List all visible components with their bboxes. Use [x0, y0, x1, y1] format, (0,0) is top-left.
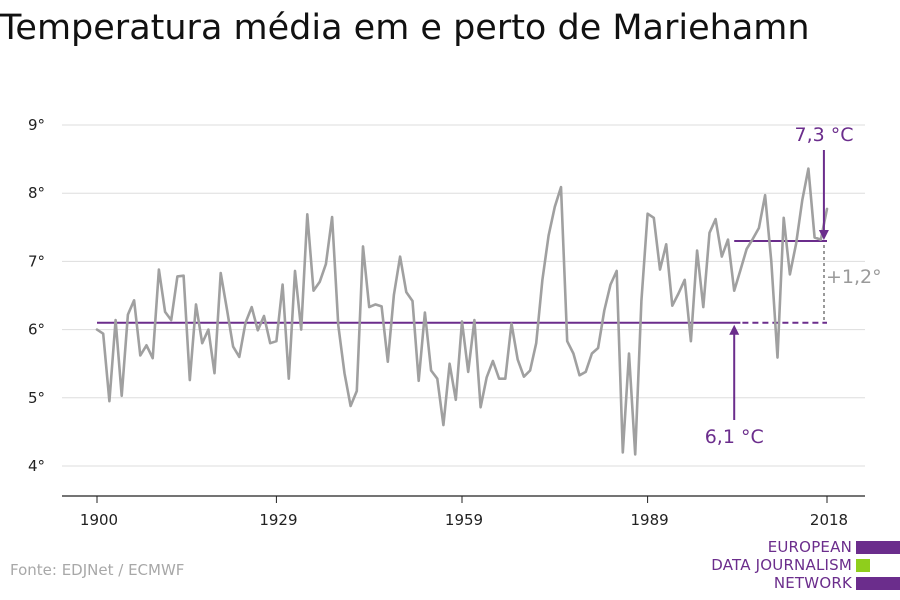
y-tick-label: 4° [28, 457, 45, 475]
x-tick-label: 1959 [445, 511, 483, 529]
y-tick-label: 9° [28, 116, 45, 134]
edjnet-logo: EUROPEAN DATA JOURNALISM NETWORK [700, 538, 900, 598]
x-tick-label: 1900 [80, 511, 118, 529]
logo-bar-purple-bottom [856, 577, 900, 590]
y-tick-label: 6° [28, 321, 45, 339]
x-tick-label: 2018 [810, 511, 848, 529]
logo-line-3: NETWORK [773, 574, 852, 592]
y-tick-label: 5° [28, 389, 45, 407]
source-note: Fonte: EDJNet / ECMWF [10, 561, 185, 579]
axes: 1900 1929 1959 1989 2018 [62, 495, 865, 529]
logo-bar-green [856, 559, 870, 572]
logo-line-1: EUROPEAN [767, 538, 852, 556]
grid-lines: 4° 5° 6° 7° 8° 9° [28, 116, 865, 475]
reference-lines [97, 239, 827, 324]
annotations: 7,3 °C 6,1 °C +1,2° [705, 124, 882, 448]
chart-title: Temperatura média em e perto de Marieham… [0, 8, 810, 48]
series-layer [95, 167, 829, 456]
temperature-series-line [95, 167, 829, 456]
logo-bar-purple-top [856, 541, 900, 554]
logo-line-2: DATA JOURNALISM [711, 556, 852, 574]
y-tick-label: 8° [28, 184, 45, 202]
baseline-mean-arrow-head [729, 324, 740, 335]
x-tick-label: 1989 [630, 511, 668, 529]
recent-mean-label: 7,3 °C [794, 124, 853, 146]
x-tick-label: 1929 [259, 511, 297, 529]
y-tick-label: 7° [28, 252, 45, 270]
baseline-mean-label: 6,1 °C [705, 426, 764, 448]
difference-label: +1,2° [826, 266, 882, 288]
recent-mean-arrow-head [818, 229, 829, 240]
